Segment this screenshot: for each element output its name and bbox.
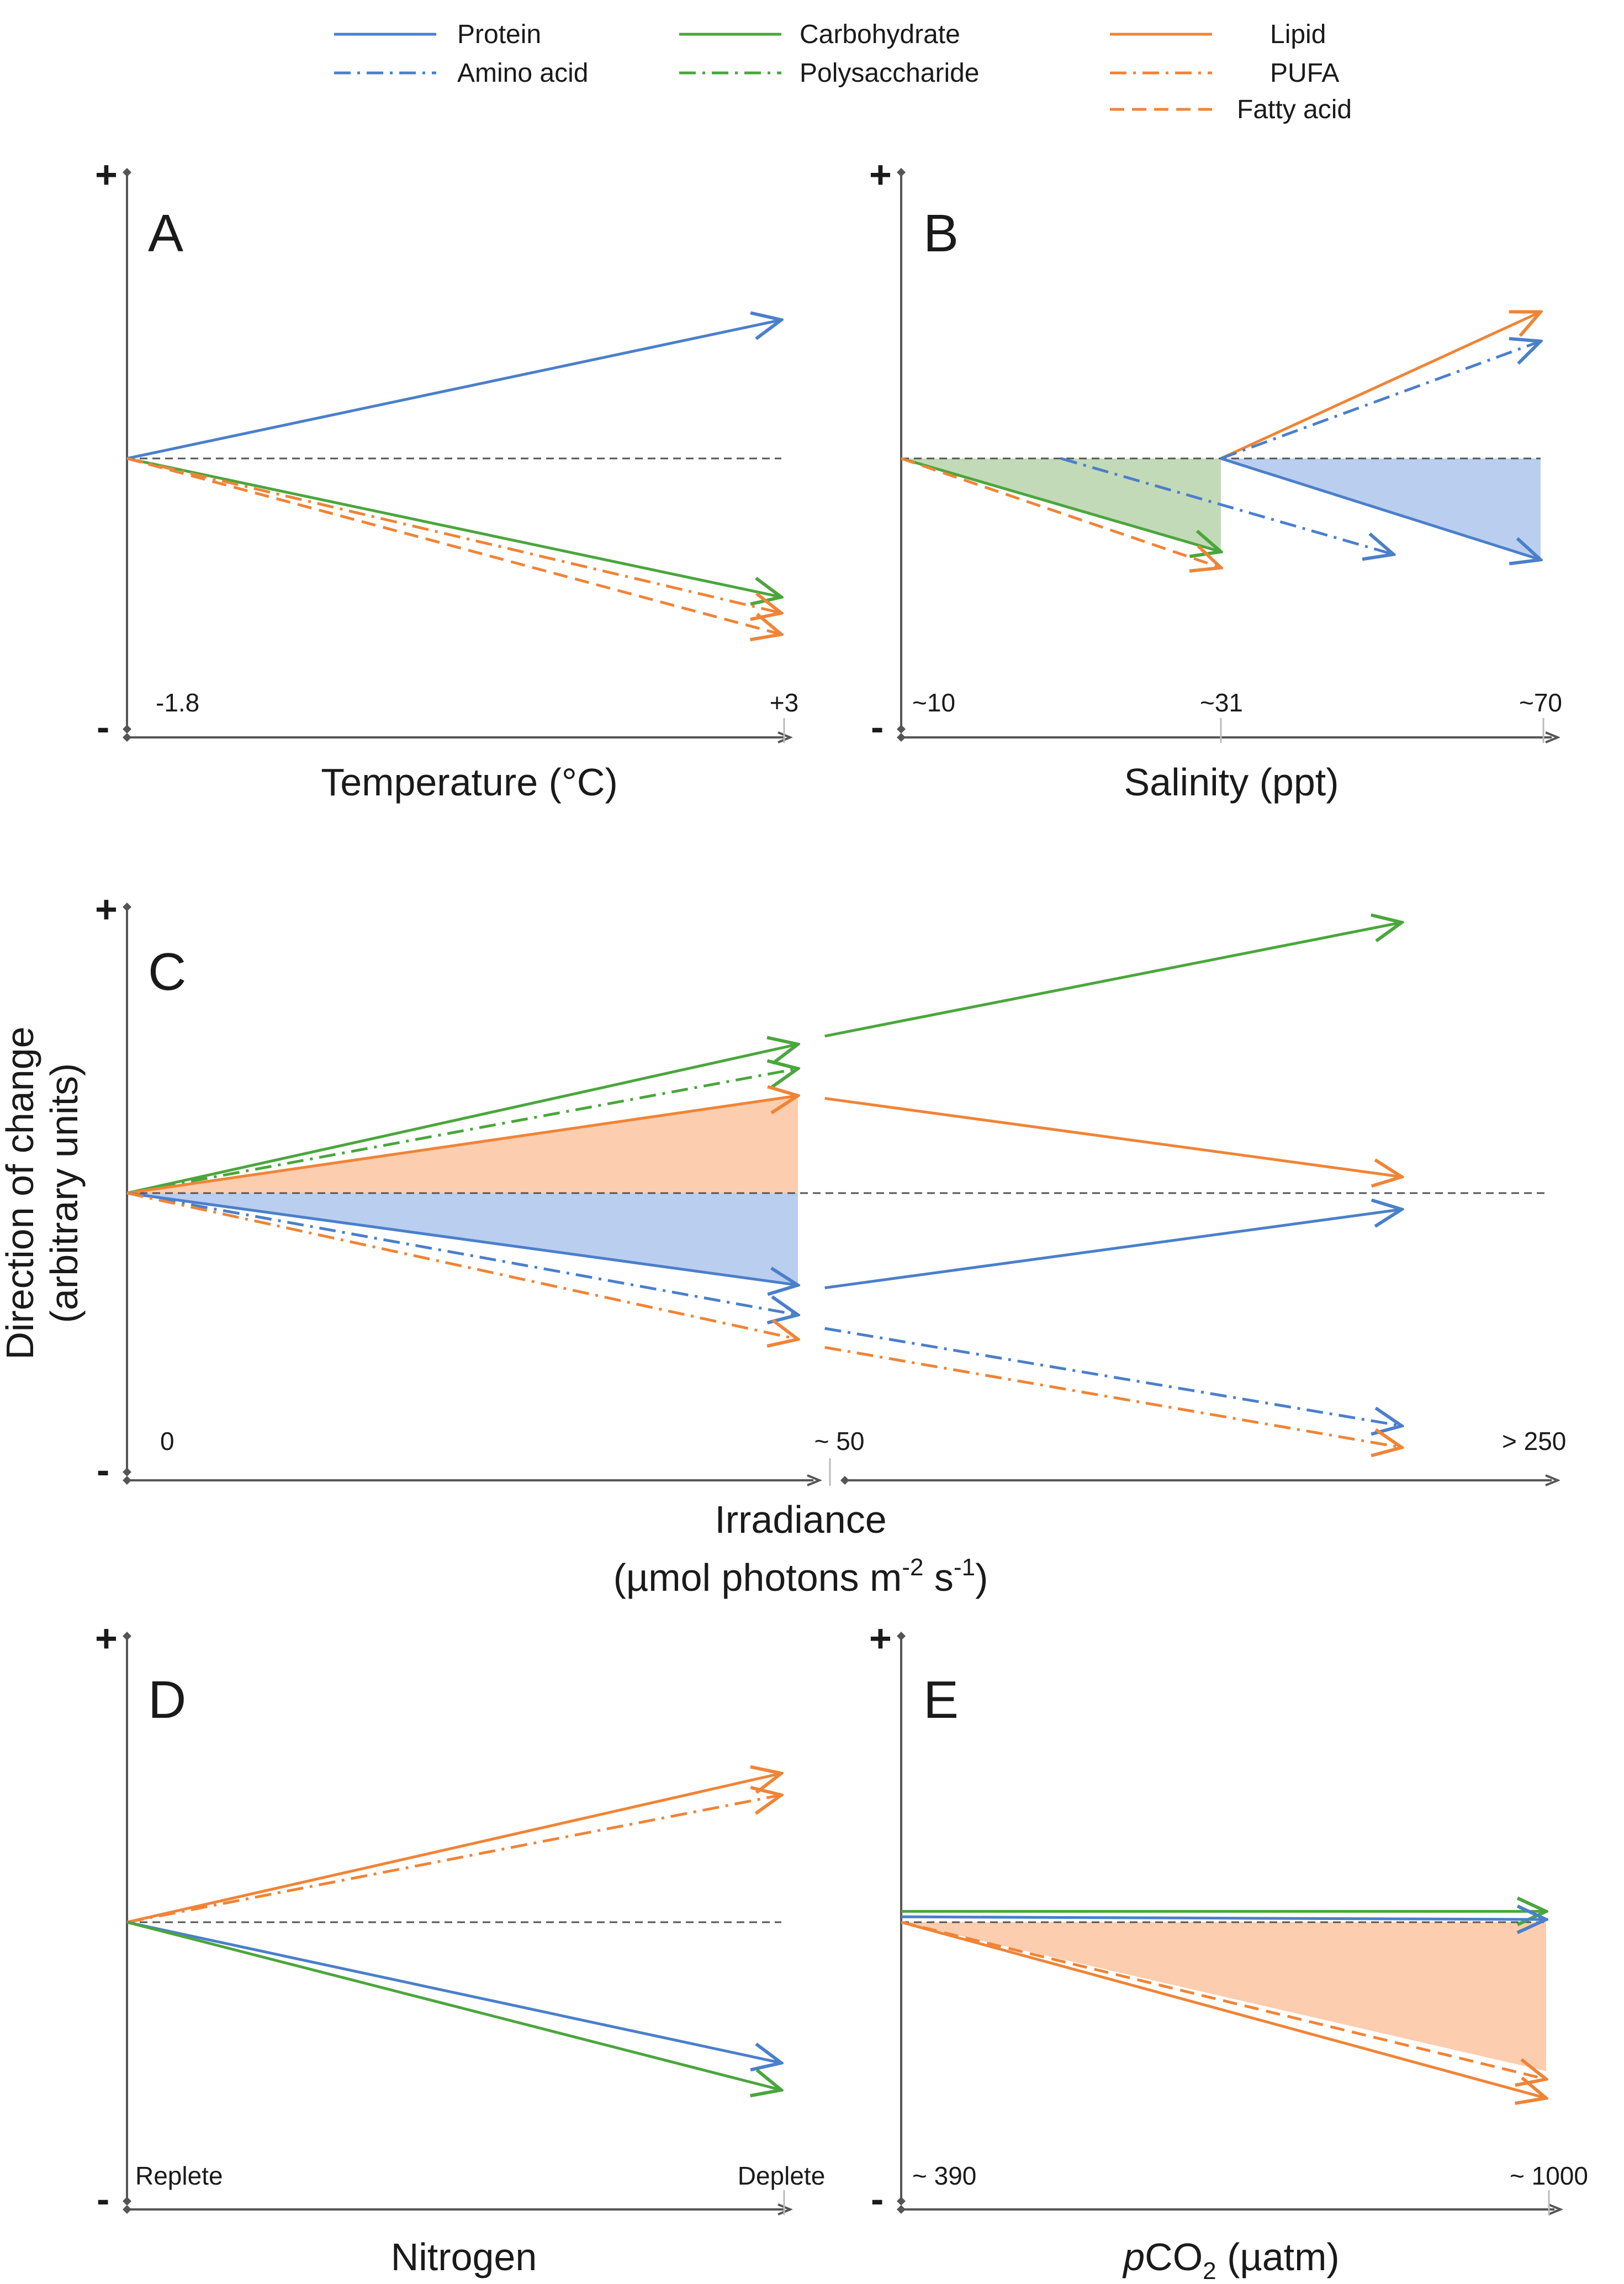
shaded-region-e-0 [901, 1922, 1546, 2071]
series-b-lipid-3 [1220, 312, 1541, 460]
series-a-pufa-2 [126, 457, 781, 613]
irradiance-unit-part3: ) [975, 1556, 988, 1599]
legend-item-lipid: Lipid [1110, 20, 1326, 49]
pco2-sub: 2 [1203, 2257, 1216, 2284]
x-tick-e-0: ~ 390 [912, 2161, 976, 2190]
legend-item-protein: Protein [334, 20, 541, 49]
series-d-lipid-0 [126, 1774, 781, 1924]
legend-label-amino-acid: Amino acid [457, 59, 588, 88]
legend-label-protein: Protein [457, 20, 541, 49]
irradiance-unit-exp2: -1 [954, 1554, 975, 1581]
series-d-protein-2 [126, 1921, 781, 2063]
x-tick-c-2: > 250 [1502, 1427, 1566, 1455]
irradiance-unit-part1: (µmol photons m [613, 1556, 902, 1599]
y-minus-b: - [871, 705, 884, 748]
y-plus-c: + [95, 888, 118, 931]
series-c-pufa-10 [824, 1346, 1402, 1447]
y-minus-d: - [97, 2177, 109, 2220]
legend-label-pufa: PUFA [1270, 59, 1339, 88]
panel-letter-a: A [148, 204, 183, 263]
series-e-protein-1 [901, 1917, 1546, 1919]
series-b-amino-acid-4 [1220, 341, 1541, 460]
series-d-pufa-1 [126, 1795, 781, 1924]
y-plus-b: + [869, 153, 892, 196]
panel-letter-c: C [148, 942, 186, 1001]
x-axis-title-d: Nitrogen [391, 2235, 537, 2278]
y-plus-e: + [869, 1617, 892, 1660]
series-d-carbohydrate-3 [126, 1921, 781, 2090]
panel-e: E pCO2 (µatm) ~ 390 ~ 1000 + - [869, 1617, 1588, 2284]
legend: Protein Amino acid Carbohydrate Polysacc… [334, 20, 1352, 124]
series-e-fatty-acid-2 [901, 1921, 1546, 2079]
x-tick-b-2: ~70 [1519, 688, 1562, 717]
pco2-unit: (µatm) [1216, 2235, 1340, 2278]
legend-label-carbohydrate: Carbohydrate [800, 20, 960, 49]
x-tick-c-0: 0 [160, 1427, 174, 1455]
x-tick-b-1: ~31 [1200, 688, 1243, 717]
panel-b: B Salinity (ppt) ~10 ~31 ~70 + - [869, 153, 1562, 804]
series-a-carbohydrate-1 [126, 457, 781, 597]
series-b-fatty-acid-1 [901, 457, 1221, 568]
series-c-lipid-2 [126, 1096, 798, 1195]
pco2-co: CO [1145, 2235, 1203, 2278]
legend-item-pufa: PUFA [1110, 59, 1339, 88]
x-axis-title-a: Temperature (°C) [321, 761, 618, 804]
series-c-carbohydrate-6 [824, 922, 1402, 1038]
series-c-polysaccharide-1 [126, 1069, 798, 1195]
series-c-protein-8 [824, 1209, 1402, 1289]
panel-letter-d: D [148, 1670, 186, 1729]
panel-d: D Nitrogen Replete Deplete + - [95, 1617, 825, 2278]
y-minus-a: - [97, 705, 109, 748]
series-e-lipid-3 [901, 1921, 1546, 2098]
pco2-italic-p: p [1122, 2235, 1145, 2278]
legend-label-lipid: Lipid [1270, 20, 1326, 49]
x-tick-c-1: ~ 50 [814, 1427, 865, 1455]
panel-letter-b: B [923, 204, 959, 263]
x-tick-d-0: Replete [135, 2161, 223, 2190]
legend-item-carbohydrate: Carbohydrate [679, 20, 960, 49]
panel-a: A Temperature (°C) -1.8 +3 + - [95, 153, 798, 804]
series-c-carbohydrate-0 [126, 1045, 798, 1195]
series-c-lipid-7 [824, 1097, 1402, 1177]
series-a-fatty-acid-3 [126, 457, 781, 634]
legend-item-amino-acid: Amino acid [334, 59, 588, 88]
x-tick-e-1: ~ 1000 [1510, 2161, 1588, 2190]
legend-item-polysaccharide: Polysaccharide [679, 59, 980, 88]
series-b-amino-acid-2 [1060, 457, 1394, 555]
series-c-amino-acid-4 [126, 1191, 798, 1315]
series-c-amino-acid-9 [824, 1327, 1402, 1426]
series-a-protein-0 [126, 320, 781, 460]
irradiance-unit-part2: s [923, 1556, 953, 1599]
y-axis-title-line2: (arbitrary units) [43, 1063, 86, 1323]
x-tick-a-1: +3 [770, 688, 798, 717]
x-tick-d-1: Deplete [738, 2161, 826, 2190]
x-axis-title-c-1: Irradiance [715, 1498, 886, 1541]
y-minus-e: - [871, 2177, 884, 2220]
legend-item-fatty-acid: Fatty acid [1110, 95, 1352, 124]
legend-label-fatty-acid: Fatty acid [1237, 95, 1352, 124]
series-b-carbohydrate-0 [901, 457, 1221, 552]
x-axis-title-e: pCO2 (µatm) [1122, 2235, 1340, 2284]
panel-c: C Irradiance (µmol photons m-2 s-1) 0 ~ … [95, 888, 1566, 1599]
y-minus-c: - [97, 1448, 109, 1491]
x-axis-title-c-2: (µmol photons m-2 s-1) [613, 1554, 988, 1599]
x-axis-title-b: Salinity (ppt) [1124, 761, 1339, 804]
series-b-protein-5 [1220, 457, 1541, 560]
panel-letter-e: E [923, 1670, 959, 1729]
irradiance-unit-exp1: -2 [902, 1554, 923, 1581]
y-plus-d: + [95, 1617, 118, 1660]
series-c-protein-3 [126, 1191, 798, 1285]
legend-label-polysaccharide: Polysaccharide [800, 59, 980, 88]
x-tick-b-0: ~10 [912, 688, 955, 717]
y-axis-title-line1: Direction of change [0, 1026, 41, 1359]
y-axis-title: Direction of change (arbitrary units) [0, 1026, 86, 1359]
y-plus-a: + [95, 153, 118, 196]
x-tick-a-0: -1.8 [156, 688, 199, 717]
